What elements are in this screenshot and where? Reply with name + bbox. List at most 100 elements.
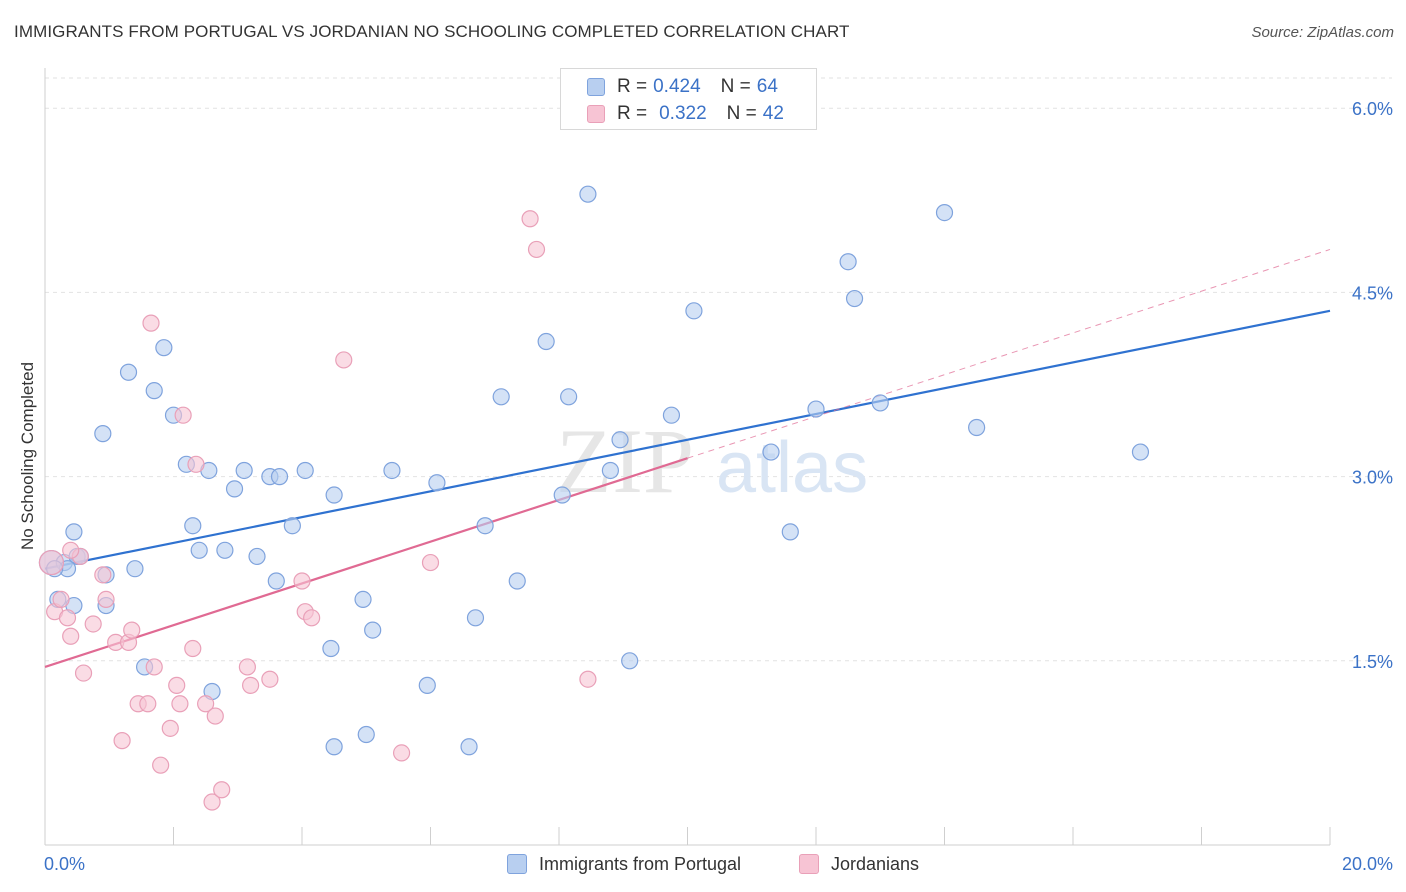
x-tick-label: 20.0%	[1342, 854, 1393, 874]
jordanian-point	[206, 707, 224, 725]
jordanian-point	[123, 621, 141, 639]
portugal-point	[225, 480, 244, 498]
watermark-atlas: atlas	[716, 428, 868, 508]
portugal-point	[508, 572, 526, 590]
jordanian-point	[197, 695, 215, 713]
axes	[44, 68, 1331, 846]
jordanian-point	[97, 590, 115, 609]
portugal-point	[662, 406, 681, 424]
portugal-point	[968, 418, 986, 437]
series-legend-jordanians: Jordanians	[799, 852, 919, 876]
jordanian-point	[94, 566, 112, 584]
portugal-point	[145, 382, 163, 400]
portugal-point	[325, 486, 343, 504]
gridlines	[45, 77, 1392, 662]
jordanian-point	[145, 658, 163, 676]
legend-swatch-jordanians	[587, 105, 605, 123]
source-label: Source: ZipAtlas.com	[1251, 24, 1394, 41]
portugal-point	[354, 590, 372, 609]
portugal-point	[762, 443, 780, 461]
jordanian-point	[184, 639, 202, 658]
jordanian-point	[579, 670, 597, 688]
portugal-point	[190, 541, 208, 559]
portugal-point	[460, 738, 478, 756]
y-tick-label: 3.0%	[1352, 468, 1393, 488]
jordanian-point	[213, 781, 231, 799]
legend-row-jordanians: R = 0.322 N = 42	[587, 101, 784, 127]
jordanian-point	[38, 549, 65, 576]
jordanian-point	[142, 314, 160, 332]
portugal-point	[216, 541, 234, 559]
portugal-point	[466, 609, 485, 627]
legend-n-label: N =	[720, 76, 751, 97]
jordanian-point	[58, 609, 77, 627]
portugal-point	[611, 431, 629, 449]
jordanian-point	[293, 572, 311, 590]
portugal-point	[270, 468, 289, 486]
jordanian-point	[74, 664, 93, 682]
y-tick-label: 1.5%	[1352, 652, 1393, 672]
series-label-portugal: Immigrants from Portugal	[539, 853, 742, 874]
portugal-point	[283, 517, 301, 535]
portugal-point	[935, 203, 954, 222]
jordanian-point	[161, 719, 179, 737]
portugal-point	[560, 388, 578, 406]
portugal-point	[418, 676, 436, 694]
legend-r-label: R =	[617, 76, 648, 97]
data-points	[38, 185, 1150, 811]
jordanian-point	[171, 695, 189, 713]
jordanian-point	[113, 732, 131, 750]
jordanian-point	[335, 351, 353, 369]
jordanian-point	[521, 210, 539, 228]
portugal-point	[492, 388, 510, 406]
portugal-point	[553, 486, 571, 504]
jordanian-point	[238, 658, 256, 676]
portugal-point	[119, 363, 138, 381]
portugal-point	[807, 400, 825, 418]
series-label-jordanians: Jordanians	[831, 853, 920, 874]
portugal-point	[685, 302, 703, 320]
portugal-point	[357, 725, 375, 744]
jordanian-point	[242, 676, 260, 694]
watermark: ZIP atlas	[556, 410, 868, 512]
jordanian-point	[139, 695, 157, 713]
legend-r-value: 0.424	[653, 76, 701, 97]
jordanian-point	[62, 541, 80, 559]
portugal-point	[871, 394, 889, 412]
legend-swatch-portugal	[587, 78, 605, 96]
portugal-point	[322, 639, 340, 658]
portugal-point	[325, 738, 343, 756]
x-tick-label: 0.0%	[44, 854, 85, 874]
jordanian-point	[187, 455, 205, 473]
portugal-point	[383, 461, 401, 480]
portugal-point	[428, 474, 446, 492]
portugal-point	[248, 547, 266, 566]
portugal-point	[184, 517, 202, 535]
portugal-point	[126, 560, 144, 578]
portugal-point	[476, 517, 494, 535]
correlation-legend: R = 0.424 N = 64 R = 0.322 N = 42	[560, 68, 817, 130]
jordanian-point	[168, 676, 186, 694]
y-axis-label: No Schooling Completed	[18, 362, 37, 550]
portugal-point	[601, 461, 620, 480]
jordanian-point	[421, 553, 440, 572]
jordanian-point	[174, 406, 192, 424]
trend-line-jordanians	[44, 457, 688, 668]
jordanian-point	[152, 756, 170, 774]
portugal-point	[235, 461, 253, 480]
axis-labels: 1.5% 3.0% 4.5% 6.0% 0.0% 20.0% No Schooling Co…	[18, 99, 1393, 874]
portugal-point	[781, 523, 799, 541]
legend-row-portugal: R = 0.424 N = 64	[587, 74, 778, 100]
jordanian-point	[84, 615, 102, 633]
portugal-point	[1131, 443, 1150, 461]
jordanian-point	[527, 240, 546, 259]
legend-n-value: 42	[762, 103, 784, 124]
portugal-point	[621, 652, 639, 670]
portugal-point	[579, 185, 597, 203]
trend-extension-jordanians	[687, 248, 1331, 459]
legend-r-value: 0.322	[659, 103, 707, 124]
legend-n-value: 64	[756, 76, 778, 97]
portugal-point	[94, 425, 112, 443]
portugal-point	[364, 621, 382, 639]
